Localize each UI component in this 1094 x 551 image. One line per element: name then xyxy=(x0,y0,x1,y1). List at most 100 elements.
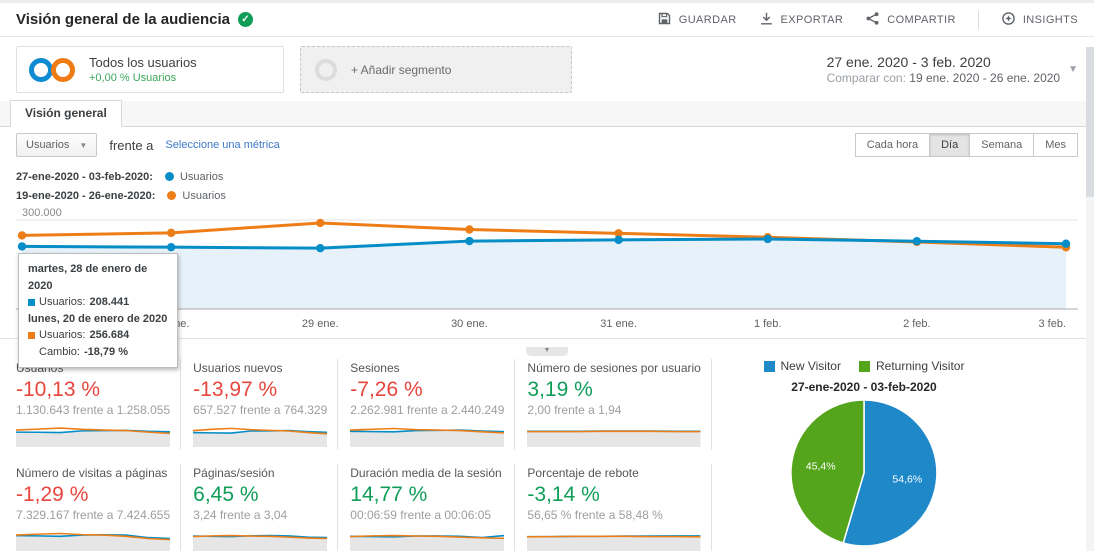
metric-card-comparison: 56,65 % frente a 58,48 % xyxy=(527,507,663,522)
tab-bar: Visión general xyxy=(0,100,1094,127)
status-ok-icon: ✓ xyxy=(237,12,253,27)
segment-all-users[interactable]: Todos los usuarios +0,00 % Usuarios xyxy=(16,46,284,93)
page-title: Visión general de la audiencia xyxy=(16,11,230,28)
series-dot-icon xyxy=(167,191,177,200)
svg-text:30 ene.: 30 ene. xyxy=(451,318,488,330)
series-dot-icon xyxy=(164,172,174,181)
metric-card-comparison: 1.130.643 frente a 1.258.055 xyxy=(16,403,171,417)
sparkline xyxy=(16,532,171,551)
metric-card[interactable]: Duración media de la sesión 14,77 % 00:06:… xyxy=(338,463,516,551)
metric-card-comparison: 00:06:59 frente a 00:06:05 xyxy=(350,507,492,522)
sparkline xyxy=(193,427,328,447)
svg-text:1 feb.: 1 feb. xyxy=(754,318,782,330)
metric-card-label: Páginas/sesión xyxy=(193,465,275,480)
tooltip-metric-label: Usuarios: xyxy=(39,329,86,341)
metric-card-delta: -13,97 % xyxy=(193,378,278,401)
date-range-selector[interactable]: 27 ene. 2020 - 3 feb. 2020 Comparar con:… xyxy=(827,54,1078,85)
metric-card[interactable]: Número de sesiones por usuario 3,19 % 2,00… xyxy=(515,359,712,450)
tooltip-metric-value: 208.441 xyxy=(89,296,130,308)
chart-footer: ▼ xyxy=(0,338,1094,356)
tooltip-metric-label: Usuarios: xyxy=(39,296,86,308)
orange-square-icon xyxy=(28,331,35,339)
metric-card[interactable]: Número de visitas a páginas -1,29 % 7.329.… xyxy=(16,463,182,551)
segment-row: Todos los usuarios +0,00 % Usuarios + Añ… xyxy=(0,37,1094,101)
ghost-circle-icon xyxy=(315,58,337,81)
svg-text:31 ene.: 31 ene. xyxy=(600,318,637,330)
svg-text:45,4%: 45,4% xyxy=(806,461,836,473)
metric-card[interactable]: Porcentaje de rebote -3,14 % 56,65 % frent… xyxy=(515,463,712,551)
metric-dropdown[interactable]: Usuarios ▼ xyxy=(16,133,98,157)
legend-swatch-icon xyxy=(858,360,870,372)
add-segment-button[interactable]: + Añadir segmento xyxy=(300,46,572,93)
metric-card[interactable]: Usuarios nuevos -13,97 % 657.527 frente a … xyxy=(181,359,339,450)
expand-annotations-handle[interactable]: ▼ xyxy=(526,347,568,356)
svg-text:300.000: 300.000 xyxy=(22,207,62,219)
granularity-switcher: Cada hora Día Semana Mes xyxy=(854,133,1078,157)
date-range-text: 27 ene. 2020 - 3 feb. 2020 Comparar con:… xyxy=(827,54,1061,85)
metric-card-delta: -10,13 % xyxy=(16,378,101,401)
metric-card[interactable]: Sesiones -7,26 % 2.262.981 frente a 2.440.… xyxy=(338,359,516,450)
tooltip-row-current: Usuarios: 208.441 xyxy=(28,294,168,311)
tooltip-change-row: Cambio: -18,79 % xyxy=(28,344,168,361)
header-bar: Visión general de la audiencia ✓ GUARDAR… xyxy=(0,3,1094,37)
select-metric-link[interactable]: Seleccione una métrica xyxy=(165,139,280,151)
actions-divider xyxy=(977,10,979,29)
exportar-button[interactable]: EXPORTAR xyxy=(759,11,844,29)
export-icon xyxy=(759,11,774,29)
blue-square-icon xyxy=(28,298,35,306)
metric-card-comparison: 3,24 frente a 3,04 xyxy=(193,507,288,522)
visitor-type-pie-chart[interactable]: 54,6% 45,4% xyxy=(744,397,984,549)
insights-button[interactable]: INSIGHTS xyxy=(1001,11,1078,29)
sparkline xyxy=(193,534,328,551)
metric-card-delta: 14,77 % xyxy=(350,482,428,506)
sparkline xyxy=(16,427,171,447)
metrics-section: Usuarios -10,13 % 1.130.643 frente a 1.258… xyxy=(0,351,1094,551)
metric-card-delta: -1,29 % xyxy=(16,482,89,506)
tooltip-date-current: martes, 28 de enero de 2020 xyxy=(28,263,148,292)
granularity-día[interactable]: Día xyxy=(929,133,971,157)
visitor-type-block: New Visitor Returning Visitor 27-ene-2020… xyxy=(634,359,1094,551)
granularity-cada-hora[interactable]: Cada hora xyxy=(854,133,931,157)
pie-legend-item[interactable]: New Visitor xyxy=(763,359,841,373)
metric-card-label: Usuarios nuevos xyxy=(193,361,283,375)
scrollbar-thumb[interactable] xyxy=(1086,47,1094,197)
orange-ring-icon xyxy=(51,57,75,82)
chart-legend: 27-ene-2020 - 03-feb-2020: Usuarios 19-ene… xyxy=(0,163,1094,205)
granularity-mes[interactable]: Mes xyxy=(1033,133,1078,157)
pie-legend-item[interactable]: Returning Visitor xyxy=(858,359,964,373)
tooltip-date-previous: lunes, 20 de enero de 2020 xyxy=(28,312,168,325)
sparkline xyxy=(527,534,701,551)
date-range-primary: 27 ene. 2020 - 3 feb. 2020 xyxy=(826,54,991,70)
metric-card-delta: -7,26 % xyxy=(350,378,423,401)
chart-controls: Usuarios ▼ frente a Seleccione una métri… xyxy=(0,127,1094,163)
metric-card-delta: -3,14 % xyxy=(527,482,600,506)
legend-row: 19-ene-2020 - 26-ene-2020: Usuarios xyxy=(16,189,226,202)
metric-card[interactable]: Usuarios -10,13 % 1.130.643 frente a 1.258… xyxy=(16,359,182,450)
timeseries-chart[interactable]: 300.000...28 ene.29 ene.30 ene.31 ene.1 … xyxy=(0,205,1094,368)
svg-text:29 ene.: 29 ene. xyxy=(302,318,339,330)
scrollbar[interactable] xyxy=(1086,47,1094,551)
insights-icon xyxy=(1001,11,1016,29)
compartir-button[interactable]: COMPARTIR xyxy=(865,11,956,29)
vs-label: frente a xyxy=(109,137,154,153)
sparkline xyxy=(350,427,505,447)
guardar-button[interactable]: GUARDAR xyxy=(657,11,737,29)
date-range-compare: Comparar con: 19 ene. 2020 - 26 ene. 202… xyxy=(827,71,1061,85)
chevron-down-icon: ▼ xyxy=(1068,64,1078,75)
pie-legend: New Visitor Returning Visitor xyxy=(634,359,1094,373)
metric-card[interactable]: Páginas/sesión 6,45 % 3,24 frente a 3,04 xyxy=(181,463,339,551)
metric-card-label: Número de sesiones por usuario xyxy=(527,361,701,375)
add-segment-label: + Añadir segmento xyxy=(351,62,452,77)
tab-overview[interactable]: Visión general xyxy=(10,100,122,127)
granularity-semana[interactable]: Semana xyxy=(969,133,1035,157)
metric-card-label: Porcentaje de rebote xyxy=(527,465,639,480)
metric-card-comparison: 2.262.981 frente a 2.440.249 xyxy=(350,403,505,417)
sparkline xyxy=(527,430,701,447)
pie-title: 27-ene-2020 - 03-feb-2020 xyxy=(791,380,937,394)
metric-card-comparison: 2,00 frente a 1,94 xyxy=(527,403,622,417)
segment-title: Todos los usuarios xyxy=(89,55,197,70)
save-icon xyxy=(657,11,672,29)
timeseries-chart-svg[interactable]: 300.000...28 ene.29 ene.30 ene.31 ene.1 … xyxy=(16,207,1078,335)
sparkline xyxy=(350,534,505,551)
